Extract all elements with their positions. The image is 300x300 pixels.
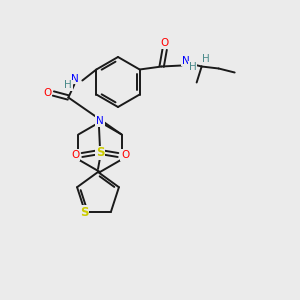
Text: O: O xyxy=(43,88,52,98)
Text: H: H xyxy=(64,80,72,91)
Text: N: N xyxy=(182,56,190,65)
Text: O: O xyxy=(160,38,169,49)
Text: O: O xyxy=(71,150,79,160)
Text: N: N xyxy=(96,116,104,126)
Text: H: H xyxy=(202,55,209,64)
Text: O: O xyxy=(121,150,129,160)
Text: N: N xyxy=(71,74,79,83)
Text: H: H xyxy=(189,61,196,71)
Text: S: S xyxy=(80,206,88,219)
Text: S: S xyxy=(96,146,104,160)
